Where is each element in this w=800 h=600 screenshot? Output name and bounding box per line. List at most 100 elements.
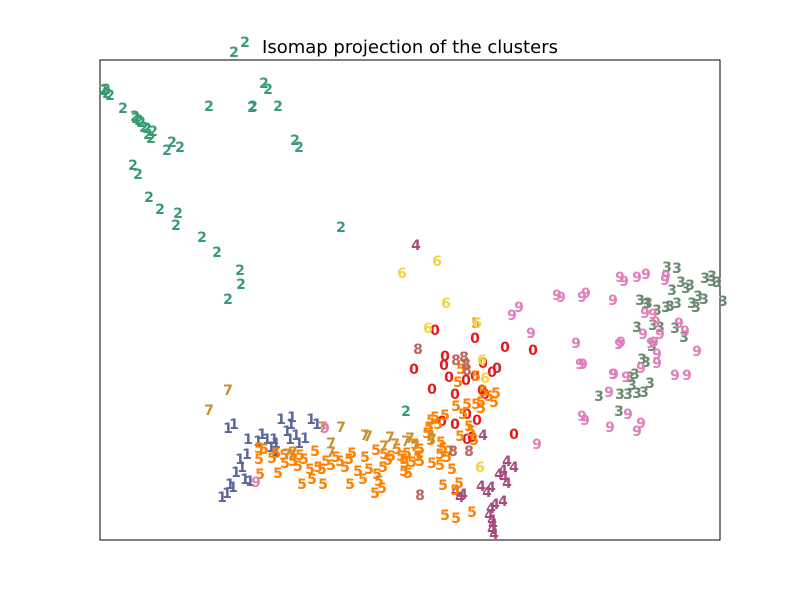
point-label-5: 5 [471, 369, 481, 385]
point-label-5: 5 [435, 447, 445, 463]
point-label-5: 5 [478, 384, 488, 400]
point-label-1: 1 [223, 421, 233, 437]
point-label-5: 5 [259, 442, 269, 458]
point-label-7: 7 [427, 432, 437, 448]
point-label-6: 6 [432, 254, 442, 270]
point-label-5: 5 [399, 452, 409, 468]
point-label-2: 2 [130, 109, 140, 125]
point-label-4: 4 [488, 517, 498, 533]
point-label-3: 3 [670, 321, 680, 337]
point-label-1: 1 [243, 432, 253, 448]
point-label-0: 0 [450, 417, 460, 433]
point-label-5: 5 [293, 459, 303, 475]
point-label-8: 8 [459, 350, 469, 366]
point-label-0: 0 [439, 358, 449, 374]
point-label-5: 5 [317, 462, 327, 478]
point-label-2: 2 [401, 404, 411, 420]
point-label-3: 3 [648, 318, 658, 334]
point-label-3: 3 [699, 292, 709, 308]
point-label-1: 1 [287, 410, 297, 426]
point-label-9: 9 [619, 274, 629, 290]
point-label-1: 1 [271, 436, 281, 452]
point-label-5: 5 [466, 424, 476, 440]
point-label-4: 4 [476, 479, 486, 495]
point-label-5: 5 [313, 460, 323, 476]
point-label-4: 4 [455, 490, 465, 506]
point-label-9: 9 [581, 286, 591, 302]
point-label-2: 2 [131, 111, 141, 127]
point-label-5: 5 [424, 420, 434, 436]
point-label-1: 1 [291, 428, 301, 444]
point-label-4: 4 [411, 238, 421, 254]
point-label-5: 5 [456, 362, 466, 378]
point-label-5: 5 [360, 450, 370, 466]
point-label-0: 0 [472, 413, 482, 429]
point-label-2: 2 [336, 220, 346, 236]
point-label-1: 1 [285, 432, 295, 448]
point-label-5: 5 [430, 410, 440, 426]
point-label-4: 4 [499, 470, 509, 486]
point-label-2: 2 [98, 83, 108, 99]
chart-title: Isomap projection of the clusters [262, 37, 558, 58]
point-label-1: 1 [294, 436, 304, 452]
point-label-4: 4 [494, 467, 504, 483]
point-label-5: 5 [305, 462, 315, 478]
point-label-5: 5 [307, 472, 317, 488]
point-label-5: 5 [436, 435, 446, 451]
point-label-5: 5 [427, 456, 437, 472]
point-label-3: 3 [637, 352, 647, 368]
point-label-7: 7 [282, 447, 292, 463]
point-label-4: 4 [486, 501, 496, 517]
point-label-5: 5 [345, 477, 355, 493]
point-label-5: 5 [476, 395, 486, 411]
point-label-9: 9 [604, 385, 614, 401]
point-label-5: 5 [280, 456, 290, 472]
point-label-3: 3 [691, 300, 701, 316]
point-label-2: 2 [263, 82, 273, 98]
point-label-9: 9 [580, 413, 590, 429]
point-label-8: 8 [464, 444, 474, 460]
point-label-2: 2 [144, 190, 154, 206]
point-label-5: 5 [344, 452, 354, 468]
point-label-0: 0 [528, 343, 538, 359]
point-label-1: 1 [266, 440, 276, 456]
point-label-2: 2 [173, 206, 183, 222]
point-label-5: 5 [273, 466, 283, 482]
point-label-9: 9 [636, 416, 646, 432]
point-label-5: 5 [415, 454, 425, 470]
point-label-5: 5 [402, 446, 412, 462]
point-label-2: 2 [155, 202, 165, 218]
point-label-3: 3 [614, 404, 624, 420]
point-label-5: 5 [383, 453, 393, 469]
point-label-3: 3 [639, 385, 649, 401]
point-label-1: 1 [225, 477, 235, 493]
point-label-3: 3 [615, 387, 625, 403]
point-label-7: 7 [390, 437, 400, 453]
point-label-0: 0 [467, 430, 477, 446]
point-label-5: 5 [440, 408, 450, 424]
point-label-5: 5 [321, 454, 331, 470]
point-label-1: 1 [228, 480, 238, 496]
point-label-5: 5 [442, 450, 452, 466]
point-label-9: 9 [621, 370, 631, 386]
point-label-5: 5 [364, 462, 374, 478]
point-label-4: 4 [487, 513, 497, 529]
point-label-0: 0 [461, 373, 471, 389]
point-label-7: 7 [401, 434, 411, 450]
point-label-0: 0 [409, 362, 419, 378]
point-label-2: 2 [236, 277, 246, 293]
point-label-2: 2 [105, 88, 115, 104]
point-label-7: 7 [204, 403, 214, 419]
point-label-5: 5 [288, 448, 298, 464]
point-label-4: 4 [451, 484, 461, 500]
point-label-3: 3 [718, 294, 728, 310]
point-label-5: 5 [464, 419, 474, 435]
point-label-5: 5 [435, 458, 445, 474]
point-label-3: 3 [662, 260, 672, 276]
point-label-1: 1 [240, 472, 250, 488]
point-label-5: 5 [491, 386, 501, 402]
point-label-8: 8 [448, 444, 458, 460]
